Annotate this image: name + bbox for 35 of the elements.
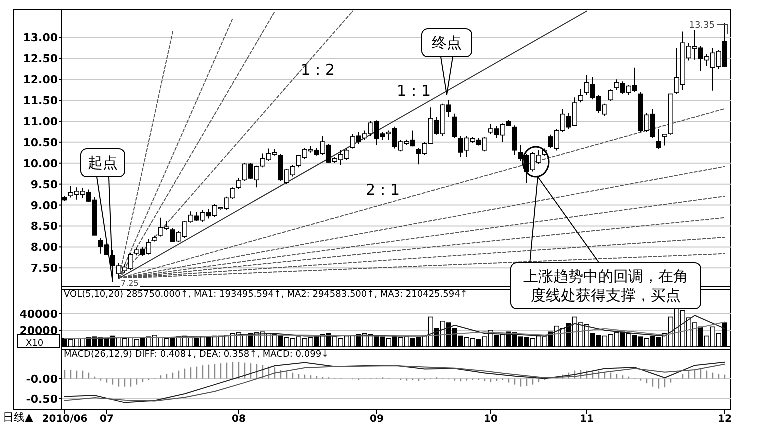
annotation: MACD(26,12,9) DIFF: 0.408↓, DEA: 0.358↑, MACD: 0.099↓ xyxy=(64,350,330,360)
x-tick-label: 10 xyxy=(484,414,498,425)
y-tick-label: -0.00 xyxy=(26,372,58,386)
annotation: 2：1 xyxy=(366,181,400,199)
y-tick-label: -0.50 xyxy=(26,392,58,406)
x-tick-label: 07 xyxy=(100,414,114,425)
y-tick-label: 13.00 xyxy=(23,32,58,45)
annotation: 上涨趋势中的回调，在角度线处获得支撑，买点 xyxy=(524,268,688,304)
annotation: VOL(5,10,20) 285750.000↑, MA1: 193495.594↑, MA2: 294583.500↑, MA3: 210425.594↑ xyxy=(64,290,468,300)
annotation: 起点 xyxy=(88,154,118,172)
y-tick-label: 12.00 xyxy=(23,74,58,87)
x-tick-label: 2010/06 xyxy=(42,414,88,425)
y-tick-label: 8.50 xyxy=(30,220,58,234)
y-tick-label: 12.50 xyxy=(23,52,58,66)
text: 日线▲ xyxy=(3,411,34,424)
y-tick-label: 8.00 xyxy=(30,241,58,254)
text: X10 xyxy=(26,339,44,349)
annotation: 13.35 xyxy=(689,21,715,31)
y-tick-label: 10.50 xyxy=(23,136,58,150)
annotation: 1：2 xyxy=(300,61,336,79)
x-tick-label: 08 xyxy=(232,414,246,425)
y-tick-label: 10.00 xyxy=(23,157,58,170)
y-tick-label: 9.00 xyxy=(30,199,58,212)
annotation: 终点 xyxy=(432,34,462,52)
y-tick-label: 11.00 xyxy=(23,115,58,128)
y-tick-label: 7.50 xyxy=(30,262,58,276)
x-tick-label: 12 xyxy=(718,414,732,425)
y-tick-label: 9.50 xyxy=(30,178,58,192)
x-tick-label: 09 xyxy=(370,414,384,425)
annotation: 1：1 xyxy=(396,82,432,100)
x-tick-label: 11 xyxy=(580,414,594,425)
y-tick-label: 20000 xyxy=(20,324,58,338)
y-tick-label: 40000 xyxy=(20,308,58,321)
annotation: 7.25 xyxy=(121,279,139,288)
y-tick-label: 11.50 xyxy=(23,94,58,108)
